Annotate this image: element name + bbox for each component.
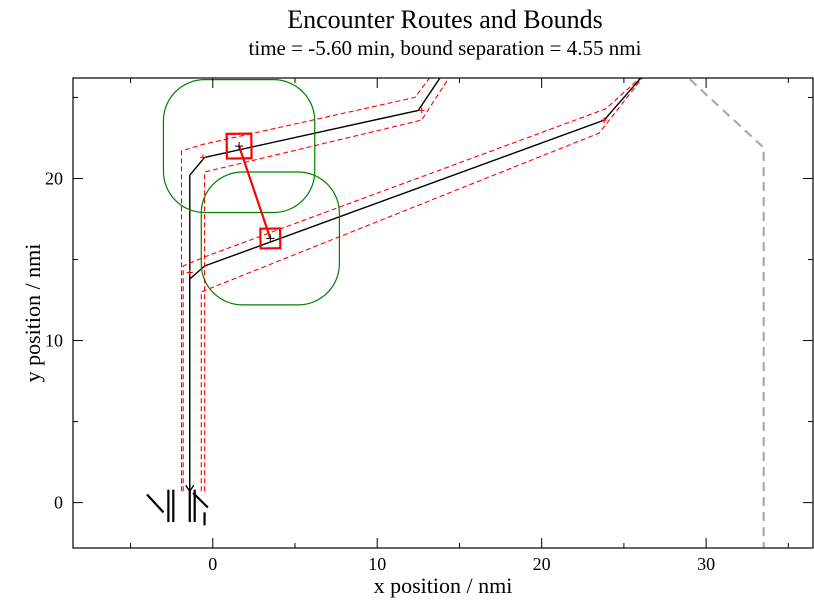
bound-line-5 [180,78,431,492]
x-axis-label: x position / nmi [374,573,513,598]
plot-frame [72,77,814,549]
route-marker-3 [186,269,193,276]
aircraft-box-1 [259,227,282,250]
separation-line [238,145,272,239]
runway-mark-0 [146,493,165,514]
y-axis-label: y position / nmi [20,244,45,383]
bound-line-4 [204,78,450,492]
chart-subtitle: time = -5.60 min, bound separation = 4.5… [249,36,642,60]
route-marker-1 [418,107,425,114]
x-tick-label-3: 30 [697,554,715,574]
x-tick-label-1: 10 [368,554,386,574]
x-tick-label-0: 0 [208,554,217,574]
axes: 0 10 20 30 0 10 20 [45,78,813,574]
route-line-0 [189,78,642,492]
boundary-line-6 [686,78,765,548]
x-tick-label-2: 20 [533,554,551,574]
y-tick-label-1: 10 [45,331,63,351]
aircraft-position-1 [266,234,275,243]
chart-title: Encounter Routes and Bounds [287,5,603,34]
aircraft-box-0 [225,132,253,160]
protected-zone-1 [200,171,340,306]
y-tick-label-2: 20 [45,168,63,188]
route-marker-2 [601,117,608,124]
bound-line-3 [182,78,641,492]
runway-mark-5 [192,492,209,509]
bound-line-2 [200,78,643,492]
y-tick-label-0: 0 [54,493,63,513]
route-start-arrow [185,484,195,493]
route-marker-0 [199,154,206,161]
aircraft-position-0 [235,142,244,151]
plot-area [162,78,765,548]
protected-zone-0 [162,79,316,214]
plot-overlay [146,484,209,526]
route-line-1 [189,78,441,492]
